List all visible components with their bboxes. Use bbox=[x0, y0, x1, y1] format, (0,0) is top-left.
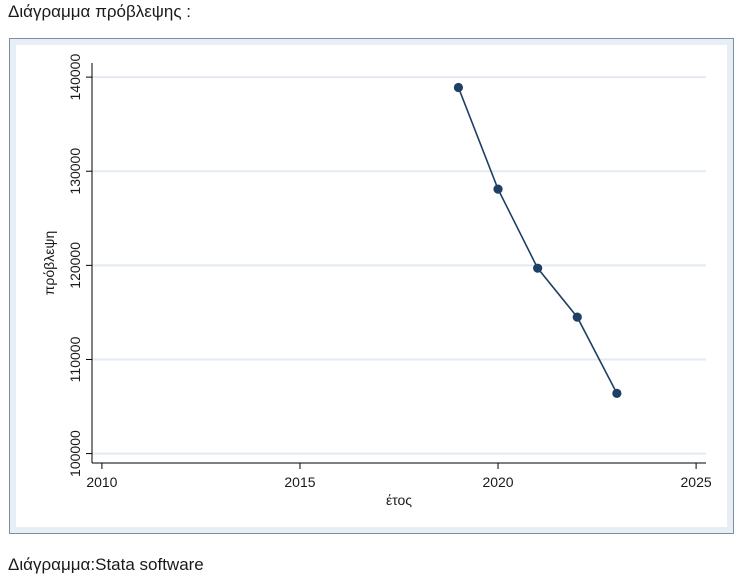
data-point bbox=[572, 312, 582, 322]
y-tick-label: 120000 bbox=[67, 242, 83, 289]
axes bbox=[91, 63, 706, 464]
figure-caption: Διάγραμμα:Stata software bbox=[8, 555, 204, 574]
y-axis-title: πρόβλεψη bbox=[41, 231, 57, 295]
y-tick-label: 130000 bbox=[67, 148, 83, 195]
y-tick-label: 100000 bbox=[67, 430, 83, 477]
x-axis-title: έτος bbox=[386, 492, 412, 508]
plot-area bbox=[16, 45, 727, 527]
x-tick-label: 2020 bbox=[482, 474, 513, 490]
x-tick-label: 2015 bbox=[284, 474, 315, 490]
y-tick-label: 140000 bbox=[67, 54, 83, 101]
x-tick-label: 2025 bbox=[681, 474, 712, 490]
data-point bbox=[612, 388, 622, 398]
y-ticks: 100000 110000 120000 130000 140000 bbox=[67, 54, 92, 477]
x-tick-label: 2010 bbox=[86, 474, 117, 490]
series bbox=[453, 82, 622, 398]
data-point bbox=[453, 82, 464, 93]
chart-frame: 100000 110000 120000 130000 140000 2010 2015 2… bbox=[9, 38, 734, 534]
x-ticks: 2010 2015 2020 2025 bbox=[86, 463, 712, 490]
data-point bbox=[493, 184, 503, 194]
gridlines bbox=[92, 76, 706, 455]
data-point bbox=[533, 263, 543, 273]
page-heading: Διάγραμμα πρόβλεψης : bbox=[8, 2, 192, 21]
y-tick-label: 110000 bbox=[67, 336, 83, 382]
